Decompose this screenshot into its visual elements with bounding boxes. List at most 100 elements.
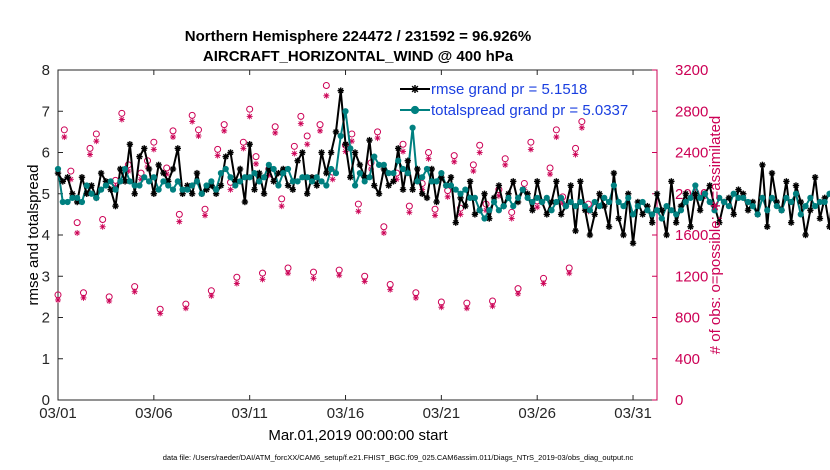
- spread-point: [764, 207, 771, 214]
- spread-point: [644, 207, 651, 214]
- spread-point: [572, 203, 579, 210]
- rmse-point: [802, 231, 809, 239]
- rmse-point: [433, 198, 440, 206]
- rmse-point: [610, 169, 618, 177]
- obs-possible-point: [239, 138, 247, 146]
- spread-point: [294, 178, 301, 185]
- rmse-point: [404, 157, 412, 164]
- rmse-point: [577, 178, 584, 185]
- spread-point: [265, 161, 272, 168]
- spread-point: [155, 186, 162, 193]
- rmse-point: [764, 223, 771, 230]
- rmse-point: [682, 190, 689, 197]
- rmse-point: [174, 145, 181, 152]
- spread-point: [687, 194, 694, 201]
- obs-assimilated-point: [432, 212, 439, 219]
- spread-point: [399, 165, 407, 173]
- spread-point: [658, 215, 665, 222]
- series-lines: [54, 87, 830, 247]
- obs-assimilated-point: [253, 160, 260, 167]
- obs-possible-point: [520, 179, 528, 187]
- spread-point: [121, 165, 129, 173]
- rmse-point: [653, 190, 661, 197]
- rmse-point: [294, 157, 301, 164]
- rmse-point: [251, 186, 258, 193]
- rmse-point: [466, 178, 474, 185]
- y-right-tick-label: 2800: [675, 103, 708, 120]
- obs-possible-point: [450, 152, 458, 160]
- spread-point: [553, 198, 560, 206]
- rmse-point: [663, 231, 670, 239]
- spread-point: [567, 198, 574, 206]
- spread-point: [222, 165, 229, 173]
- spread-point: [490, 198, 498, 206]
- obs-possible-point: [431, 205, 439, 213]
- rmse-point: [567, 182, 574, 189]
- rmse-point: [236, 165, 244, 173]
- spread-point: [807, 194, 814, 201]
- spread-point: [423, 165, 431, 173]
- x-tick-label: 03/11: [231, 405, 267, 422]
- spread-point: [577, 198, 584, 206]
- spread-point: [677, 207, 685, 214]
- spread-point: [711, 207, 718, 214]
- rmse-point: [759, 161, 766, 169]
- obs-possible-point: [399, 140, 407, 148]
- obs-possible-point: [201, 205, 209, 213]
- rmse-point: [572, 227, 579, 235]
- rmse-point: [768, 169, 776, 177]
- obs-assimilated-point: [502, 161, 509, 168]
- obs-possible-point: [67, 167, 75, 175]
- rmse-point: [672, 219, 680, 226]
- rmse-point: [260, 190, 268, 197]
- y-right-tick-label: 0: [675, 392, 683, 409]
- rmse-point: [615, 215, 622, 222]
- spread-point: [812, 203, 819, 210]
- obs-assimilated-point: [361, 278, 368, 285]
- obs-possible-point: [578, 118, 586, 126]
- spread-point: [380, 161, 387, 168]
- obs-assimilated-point: [380, 229, 387, 236]
- obs-assimilated-point: [278, 203, 285, 210]
- x-tick-label: 03/31: [614, 405, 652, 422]
- spread-point: [74, 194, 81, 201]
- obs-assimilated-point: [74, 229, 81, 236]
- obs-assimilated-point: [202, 212, 209, 219]
- rmse-point: [155, 161, 162, 169]
- obs-assimilated-point: [214, 152, 221, 159]
- rmse-point: [284, 182, 292, 189]
- rmse-point: [668, 178, 675, 185]
- rmse-point: [816, 215, 824, 222]
- obs-assimilated-point: [99, 223, 106, 230]
- spread-point: [596, 203, 603, 210]
- obs-assimilated-point: [150, 146, 157, 153]
- spread-point: [471, 194, 479, 201]
- spread-point: [323, 182, 330, 189]
- rmse-point: [414, 165, 421, 173]
- obs-possible-point: [354, 200, 362, 208]
- rmse-point: [486, 215, 493, 222]
- obs-possible-point: [316, 121, 324, 129]
- rmse-point: [136, 153, 143, 160]
- rmse-point: [337, 87, 344, 94]
- spread-point: [625, 194, 632, 201]
- obs-possible-point: [86, 144, 94, 152]
- x-tick-label: 03/16: [327, 405, 365, 422]
- rmse-point: [188, 190, 196, 197]
- obs-assimilated-point: [336, 272, 343, 279]
- spread-point: [821, 198, 828, 206]
- obs-possible-point: [297, 112, 305, 120]
- rmse-point: [787, 219, 795, 226]
- spread-point: [390, 170, 397, 177]
- rmse-point: [529, 207, 536, 214]
- axis-ticks: 03/01 03/06 03/11 03/16 03/21 03/26 03/31 0 1 2 3 4…: [39, 62, 708, 422]
- y-left-tick-label: 3: [42, 268, 50, 285]
- spread-point: [93, 194, 100, 201]
- spread-point: [64, 198, 71, 206]
- spread-point: [524, 194, 531, 201]
- obs-possible-point: [233, 273, 241, 281]
- rmse-point: [557, 211, 565, 218]
- obs-possible-point: [195, 126, 203, 134]
- spread-point: [457, 190, 464, 197]
- obs-assimilated-point: [61, 134, 68, 141]
